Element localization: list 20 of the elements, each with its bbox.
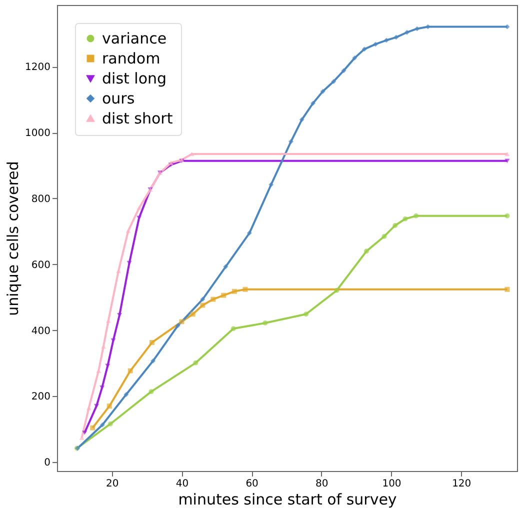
y-tick-label: 600	[31, 260, 50, 271]
y-tick-label: 200	[31, 392, 50, 403]
legend-label: variance	[102, 30, 167, 48]
y-tick-label: 1000	[25, 128, 50, 140]
legend-label: dist long	[102, 70, 167, 88]
legend-label: dist short	[102, 110, 173, 128]
y-tick-label: 1200	[25, 62, 50, 74]
x-tick-label: 20	[106, 478, 119, 490]
y-tick-label: 400	[31, 326, 50, 337]
x-tick-label: 120	[452, 478, 472, 490]
y-axis-title: unique cells covered	[4, 161, 22, 316]
x-tick-label: 40	[176, 478, 189, 490]
y-tick-label: 0	[44, 458, 50, 469]
x-tick-label: 60	[246, 478, 258, 490]
x-tick-label: 80	[316, 478, 328, 490]
legend-label: ours	[102, 90, 135, 108]
x-axis-title: minutes since start of survey	[178, 490, 397, 508]
legend-label: random	[102, 50, 160, 68]
y-tick-label: 800	[31, 194, 50, 205]
x-tick-label: 100	[382, 478, 402, 490]
